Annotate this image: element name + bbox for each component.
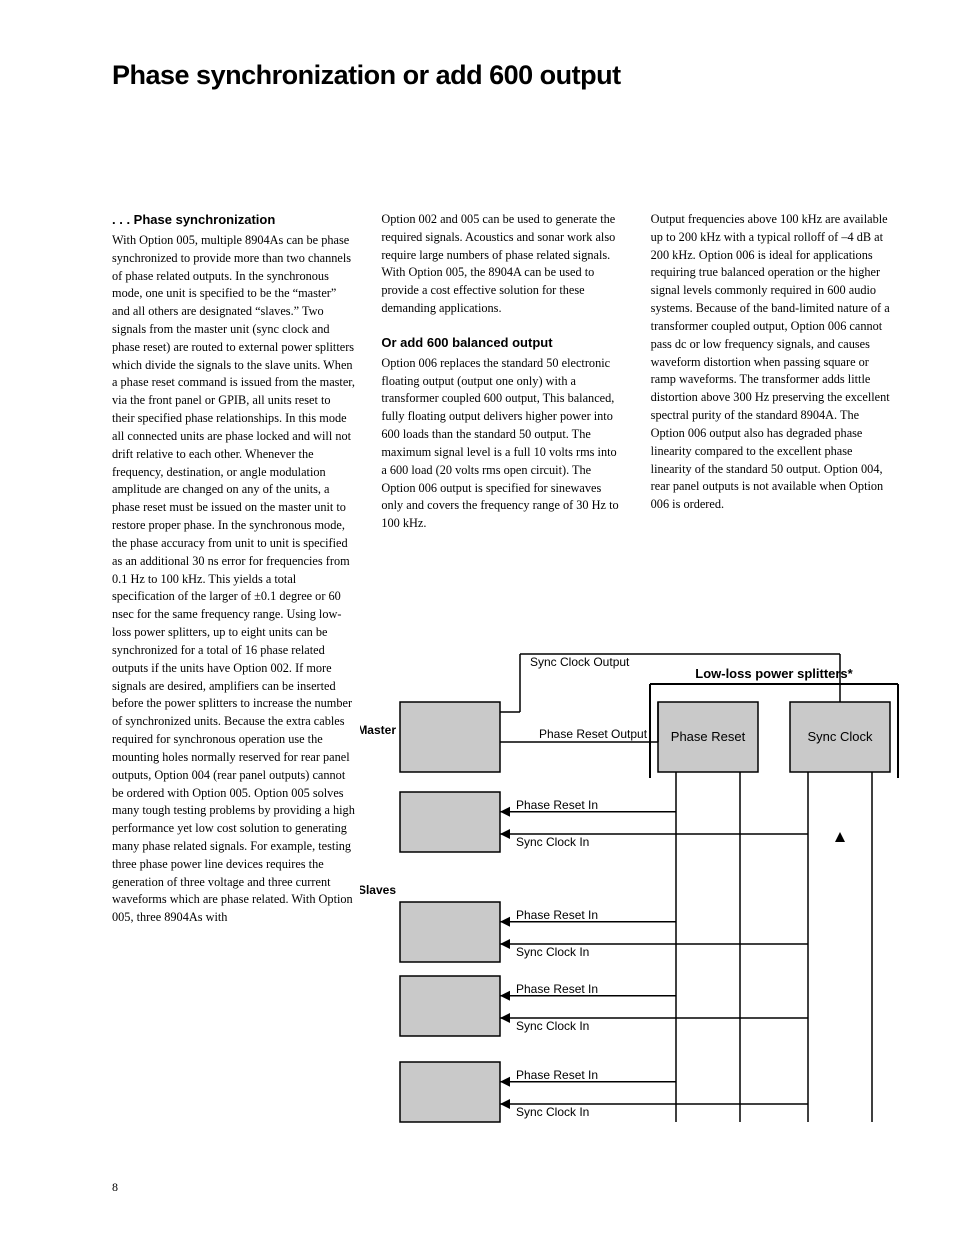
col3-body: Output frequencies above 100 kHz are ava… — [651, 211, 894, 514]
svg-text:Phase Reset In: Phase Reset In — [516, 1068, 598, 1082]
svg-text:Phase Reset In: Phase Reset In — [516, 908, 598, 922]
section2-body: Option 006 replaces the standard 50 elec… — [381, 355, 624, 533]
svg-text:Sync Clock In: Sync Clock In — [516, 1019, 589, 1033]
page-title: Phase synchronization or add 600 output — [112, 60, 894, 91]
section1-body: With Option 005, multiple 8904As can be … — [112, 232, 355, 927]
svg-text:8904A Slaves: 8904A Slaves — [360, 883, 396, 897]
col2-para1: Option 002 and 005 can be used to genera… — [381, 211, 624, 318]
svg-text:Phase Reset: Phase Reset — [671, 729, 746, 744]
svg-text:Phase Reset In: Phase Reset In — [516, 982, 598, 996]
svg-text:Sync Clock Output: Sync Clock Output — [530, 655, 630, 669]
page-number: 8 — [112, 1180, 118, 1195]
section1-heading: . . . Phase synchronization — [112, 211, 355, 230]
svg-text:8904A Master: 8904A Master — [360, 723, 396, 737]
svg-text:Sync Clock In: Sync Clock In — [516, 1105, 589, 1119]
svg-text:Phase Reset Output: Phase Reset Output — [539, 727, 648, 741]
svg-text:Sync Clock In: Sync Clock In — [516, 835, 589, 849]
svg-text:Sync Clock In: Sync Clock In — [516, 945, 589, 959]
svg-text:Low-loss power splitters*: Low-loss power splitters* — [695, 666, 853, 681]
sync-diagram: 8904A Master Low-loss power splitters* Pha… — [360, 642, 900, 1142]
section2-heading: Or add 600 balanced output — [381, 334, 624, 353]
column-1: . . . Phase synchronization With Option … — [112, 211, 355, 927]
svg-text:Sync Clock: Sync Clock — [807, 729, 873, 744]
svg-text:Phase Reset In: Phase Reset In — [516, 798, 598, 812]
